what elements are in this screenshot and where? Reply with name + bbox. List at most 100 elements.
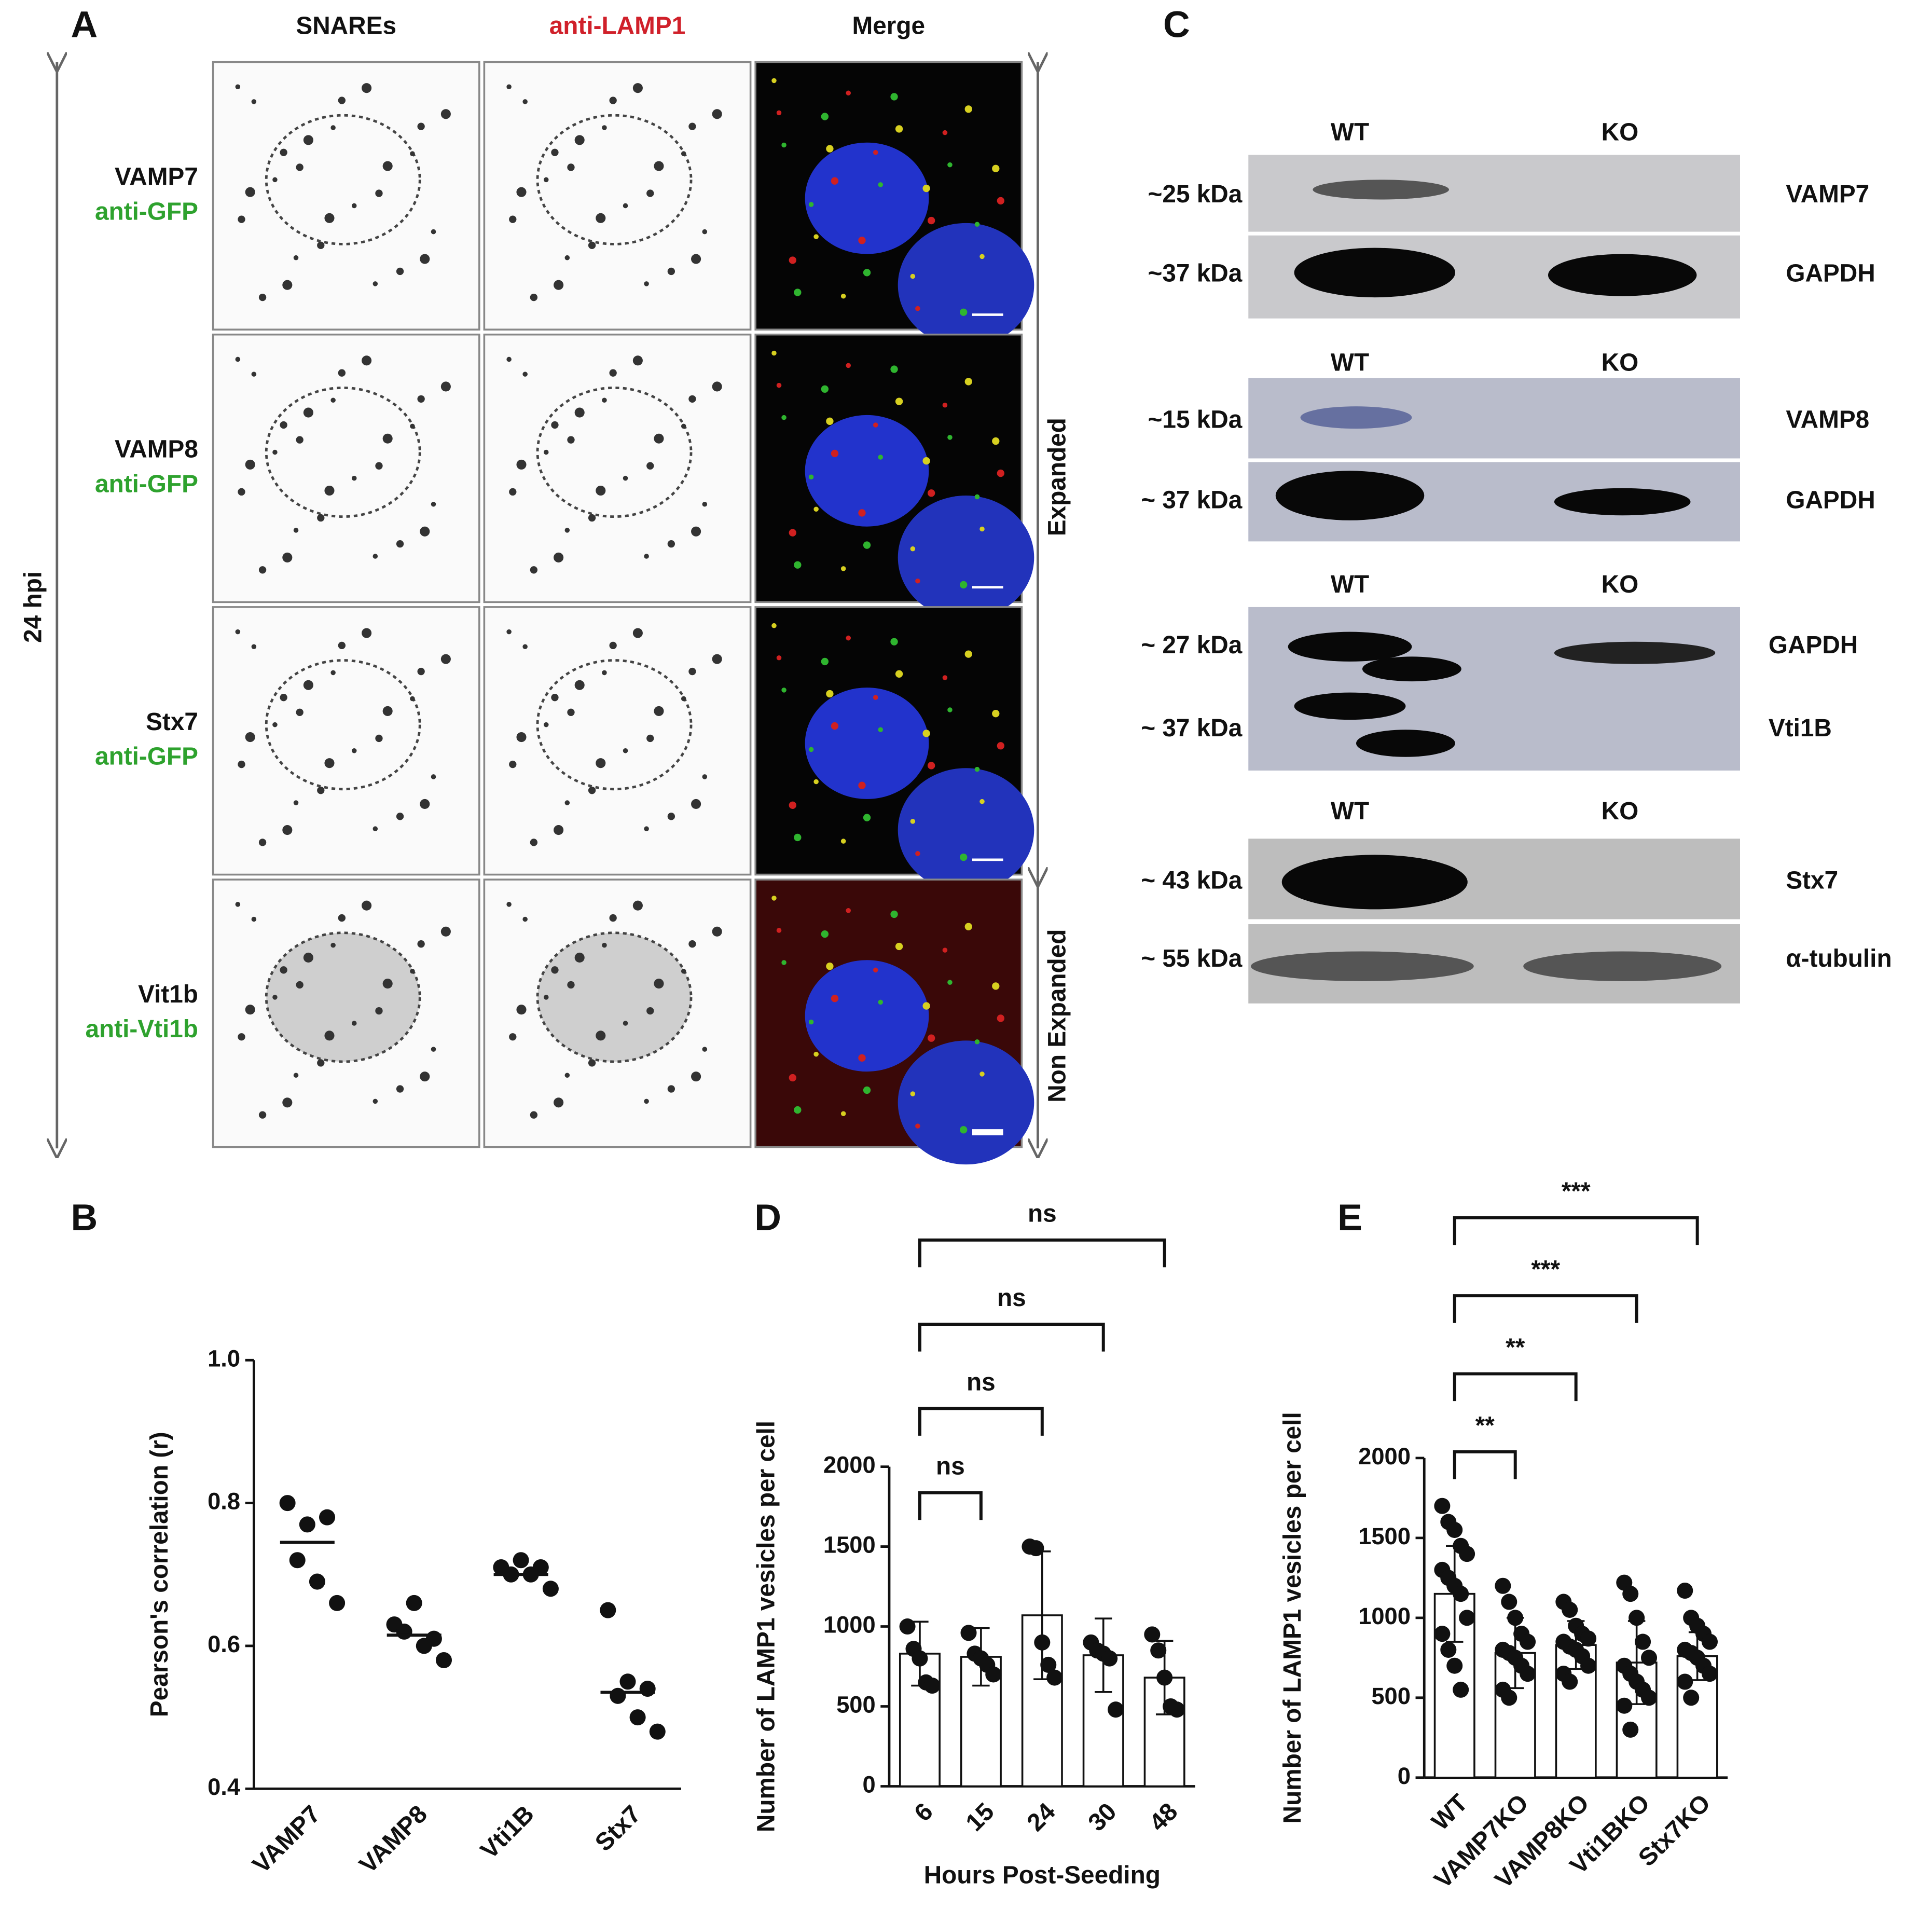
band xyxy=(1554,488,1691,516)
row-label: VAMP8 xyxy=(115,436,198,463)
data-point xyxy=(1683,1690,1700,1706)
speckle xyxy=(831,722,839,730)
speckle xyxy=(863,269,871,277)
speckle xyxy=(942,130,948,135)
panel-label: B xyxy=(71,1197,98,1238)
speckle xyxy=(382,706,393,716)
speckle xyxy=(258,839,267,846)
protein-label: VAMP8 xyxy=(1786,406,1869,433)
data-point xyxy=(513,1552,529,1569)
column-header: anti-LAMP1 xyxy=(549,12,686,39)
speckle xyxy=(296,708,303,716)
cell-outline xyxy=(536,931,693,1063)
speckle xyxy=(789,256,796,264)
layer: A SNAREs anti-LAMP1 Merge VAMP7 anti-GFP VAMP8… xyxy=(19,4,1892,1894)
speckle xyxy=(543,177,549,183)
speckle xyxy=(382,433,393,444)
speckle xyxy=(688,667,696,676)
speckle xyxy=(516,1005,527,1015)
speckle xyxy=(964,650,972,658)
y-axis-label: Number of LAMP1 vesicles per cell xyxy=(753,1421,780,1832)
y-axis-label: Number of LAMP1 vesicles per cell xyxy=(1279,1412,1306,1823)
data-point xyxy=(629,1709,646,1726)
expanded-label: Expanded xyxy=(1044,418,1071,536)
speckle xyxy=(623,748,628,753)
speckle xyxy=(712,926,722,937)
band xyxy=(1275,471,1425,520)
speckle xyxy=(417,122,425,130)
y-tick-label: 1500 xyxy=(823,1532,876,1558)
speckle xyxy=(873,967,878,973)
speckle xyxy=(293,528,299,533)
data-point xyxy=(1156,1669,1173,1686)
nucleus xyxy=(898,496,1034,620)
speckle xyxy=(351,748,357,753)
speckle xyxy=(588,514,596,522)
row-antibody: anti-GFP xyxy=(95,471,198,498)
significance-bracket xyxy=(1453,1450,1517,1479)
data-point xyxy=(1434,1498,1451,1514)
speckle xyxy=(702,501,708,507)
significance-bracket xyxy=(918,1323,1105,1352)
speckle xyxy=(840,839,846,844)
data-point xyxy=(639,1681,656,1697)
speckle xyxy=(771,350,777,356)
speckle xyxy=(410,696,415,702)
x-tick-label: 6 xyxy=(909,1798,938,1827)
speckle xyxy=(509,488,517,496)
data-point xyxy=(1635,1633,1651,1650)
band xyxy=(1548,254,1697,296)
speckle xyxy=(543,449,549,455)
speckle xyxy=(554,280,564,290)
speckle xyxy=(623,203,628,209)
speckle xyxy=(375,1007,383,1015)
band-size: ~37 kDa xyxy=(1148,260,1243,287)
speckle xyxy=(251,916,257,922)
speckle xyxy=(317,1059,325,1067)
significance-label: ** xyxy=(1506,1334,1525,1361)
speckle xyxy=(351,203,357,209)
speckle xyxy=(375,189,383,197)
y-tick-label: 1000 xyxy=(823,1612,876,1638)
speckle xyxy=(776,382,782,388)
speckle xyxy=(420,799,430,809)
speckle xyxy=(280,421,287,429)
data-point xyxy=(1701,1633,1718,1650)
band-size: ~ 37 kDa xyxy=(1141,487,1243,514)
significance-bracket xyxy=(918,1238,1166,1268)
speckle xyxy=(667,267,675,276)
speckle xyxy=(808,474,814,480)
speckle xyxy=(317,241,325,250)
speckle xyxy=(654,706,664,716)
data-point xyxy=(1501,1690,1517,1706)
speckle xyxy=(530,839,538,846)
speckle xyxy=(667,1085,675,1093)
band xyxy=(1523,951,1722,981)
speckle xyxy=(567,981,575,989)
speckle xyxy=(245,1005,255,1015)
speckle xyxy=(280,693,287,702)
y-tick-label: 1.0 xyxy=(208,1345,240,1371)
speckle xyxy=(440,109,451,119)
row-antibody: anti-Vti1b xyxy=(85,1015,198,1043)
significance-label: ns xyxy=(967,1368,996,1396)
speckle xyxy=(324,758,335,768)
speckle xyxy=(873,695,878,700)
speckle xyxy=(362,900,372,911)
speckle xyxy=(296,163,303,171)
band xyxy=(1281,855,1468,910)
speckle xyxy=(258,566,267,574)
speckle xyxy=(272,722,278,727)
speckle xyxy=(997,197,1005,205)
x-tick-label: 15 xyxy=(961,1798,1000,1837)
data-point xyxy=(1562,1601,1578,1618)
band xyxy=(1251,951,1474,981)
speckle xyxy=(691,799,701,809)
speckle xyxy=(522,916,528,922)
speckle xyxy=(554,552,564,562)
speckle xyxy=(238,760,245,768)
data-point xyxy=(1616,1697,1633,1714)
speckle xyxy=(338,641,346,650)
data-point xyxy=(1440,1641,1457,1658)
speckle xyxy=(602,125,607,130)
